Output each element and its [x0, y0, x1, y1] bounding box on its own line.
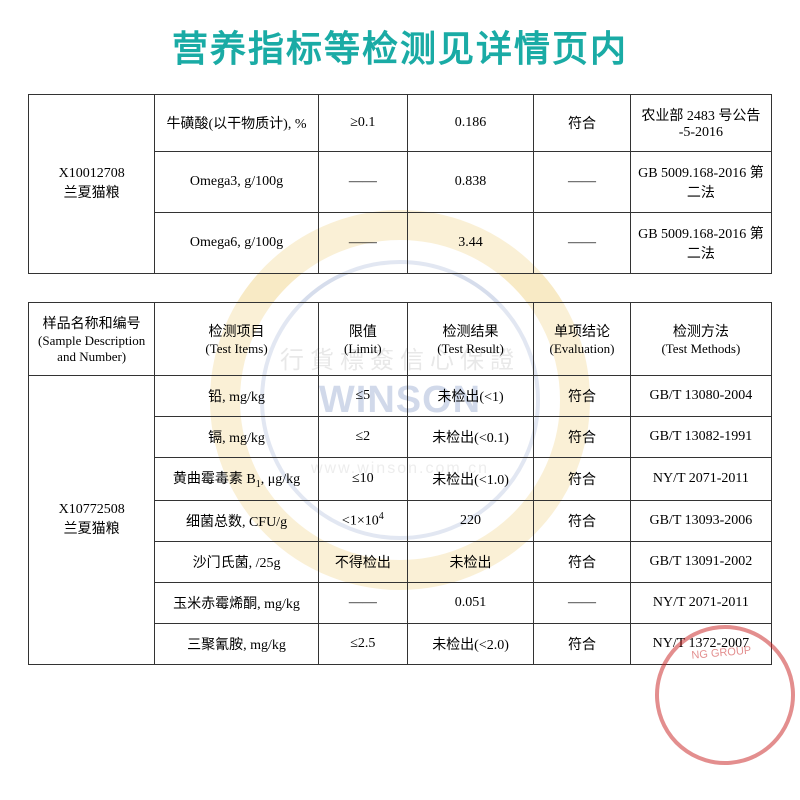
header-item: 检测项目 (Test Items): [155, 303, 318, 376]
cell-item: 牛磺酸(以干物质计), %: [155, 95, 318, 152]
header-sample: 样品名称和编号 (Sample Description and Number): [29, 303, 155, 376]
cell-method: GB 5009.168-2016 第二法: [630, 152, 771, 213]
header-result: 检测结果 (Test Result): [407, 303, 533, 376]
cell-method: 农业部 2483 号公告 -5-2016: [630, 95, 771, 152]
cell-item: Omega6, g/100g: [155, 213, 318, 274]
header-eval-cn: 单项结论: [538, 321, 626, 341]
cell-result: 3.44: [407, 213, 533, 274]
cell-method: GB/T 13082-1991: [630, 417, 771, 458]
header-item-cn: 检测项目: [159, 321, 313, 341]
header-result-en: (Test Result): [412, 341, 529, 357]
cell-result: 220: [407, 500, 533, 541]
cell-limit: ≤2: [318, 417, 407, 458]
content-area: 营养指标等检测见详情页内 X10012708兰夏猫粮牛磺酸(以干物质计), %≥…: [0, 0, 800, 713]
cell-result: 0.838: [407, 152, 533, 213]
cell-limit: ≤10: [318, 458, 407, 501]
cell-limit: 不得检出: [318, 541, 407, 582]
cell-result: 未检出(<1): [407, 376, 533, 417]
sample-cell: X10012708兰夏猫粮: [29, 95, 155, 274]
cell-limit: ≤2.5: [318, 623, 407, 664]
cell-eval: 符合: [534, 95, 631, 152]
header-limit-cn: 限值: [323, 321, 403, 341]
cell-limit: ——: [318, 152, 407, 213]
cell-item: 三聚氰胺, mg/kg: [155, 623, 318, 664]
cell-method: NY/T 2071-2011: [630, 582, 771, 623]
page-title: 营养指标等检测见详情页内: [28, 20, 772, 72]
cell-method: GB/T 13091-2002: [630, 541, 771, 582]
cell-method: GB/T 13093-2006: [630, 500, 771, 541]
cell-result: 未检出(<2.0): [407, 623, 533, 664]
cell-result: 0.186: [407, 95, 533, 152]
cell-method: GB/T 13080-2004: [630, 376, 771, 417]
cell-eval: 符合: [534, 623, 631, 664]
cell-item: 铅, mg/kg: [155, 376, 318, 417]
header-eval-en: (Evaluation): [538, 341, 626, 357]
cell-item: 镉, mg/kg: [155, 417, 318, 458]
cell-method: NY/T 2071-2011: [630, 458, 771, 501]
cell-limit: <1×104: [318, 500, 407, 541]
header-limit-en: (Limit): [323, 341, 403, 357]
cell-item: 玉米赤霉烯酮, mg/kg: [155, 582, 318, 623]
table-row: X10012708兰夏猫粮牛磺酸(以干物质计), %≥0.10.186符合农业部…: [29, 95, 772, 152]
cell-limit: ——: [318, 213, 407, 274]
cell-limit: ≤5: [318, 376, 407, 417]
table-2: 样品名称和编号 (Sample Description and Number) …: [28, 302, 772, 665]
header-result-cn: 检测结果: [412, 321, 529, 341]
cell-limit: ——: [318, 582, 407, 623]
sample-cell: X10772508兰夏猫粮: [29, 376, 155, 665]
cell-method: GB 5009.168-2016 第二法: [630, 213, 771, 274]
cell-result: 未检出: [407, 541, 533, 582]
cell-eval: ——: [534, 213, 631, 274]
header-eval: 单项结论 (Evaluation): [534, 303, 631, 376]
header-sample-en: (Sample Description and Number): [33, 333, 150, 365]
cell-eval: ——: [534, 152, 631, 213]
table-2-header-row: 样品名称和编号 (Sample Description and Number) …: [29, 303, 772, 376]
cell-result: 未检出(<1.0): [407, 458, 533, 501]
header-method: 检测方法 (Test Methods): [630, 303, 771, 376]
header-limit: 限值 (Limit): [318, 303, 407, 376]
header-sample-cn: 样品名称和编号: [33, 313, 150, 333]
table-1: X10012708兰夏猫粮牛磺酸(以干物质计), %≥0.10.186符合农业部…: [28, 94, 772, 274]
cell-eval: 符合: [534, 541, 631, 582]
cell-eval: 符合: [534, 417, 631, 458]
cell-eval: 符合: [534, 458, 631, 501]
cell-result: 0.051: [407, 582, 533, 623]
cell-item: 黄曲霉毒素 B1, μg/kg: [155, 458, 318, 501]
cell-eval: 符合: [534, 500, 631, 541]
header-item-en: (Test Items): [159, 341, 313, 357]
header-method-en: (Test Methods): [635, 341, 767, 357]
cell-eval: 符合: [534, 376, 631, 417]
cell-method: NY/T 1372-2007: [630, 623, 771, 664]
cell-item: 沙门氏菌, /25g: [155, 541, 318, 582]
cell-item: 细菌总数, CFU/g: [155, 500, 318, 541]
cell-item: Omega3, g/100g: [155, 152, 318, 213]
cell-eval: ——: [534, 582, 631, 623]
cell-result: 未检出(<0.1): [407, 417, 533, 458]
header-method-cn: 检测方法: [635, 321, 767, 341]
cell-limit: ≥0.1: [318, 95, 407, 152]
table-row: X10772508兰夏猫粮铅, mg/kg≤5未检出(<1)符合GB/T 130…: [29, 376, 772, 417]
